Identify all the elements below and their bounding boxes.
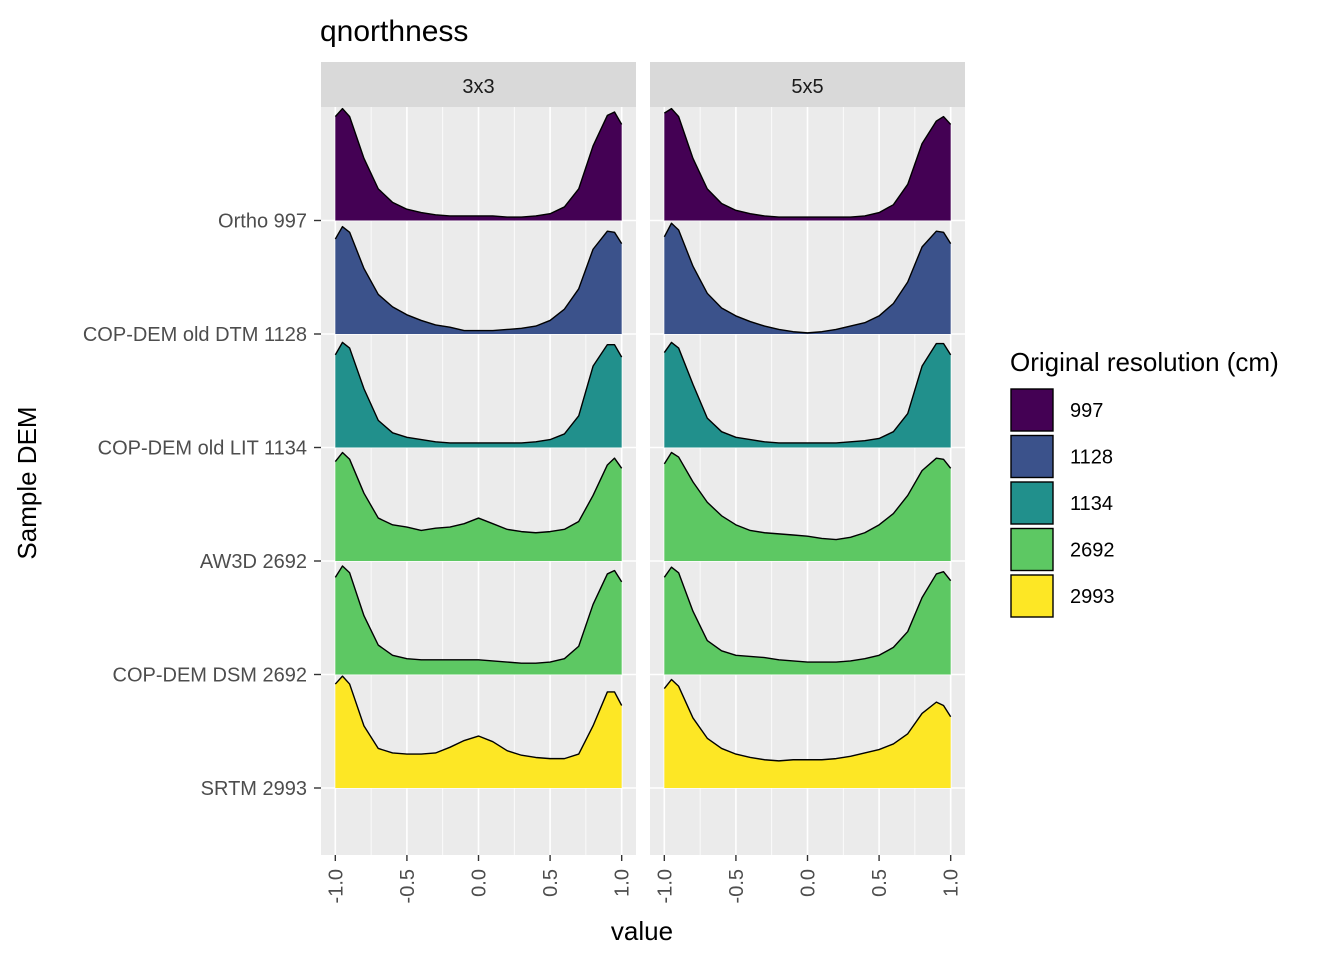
ridge-area [335,226,622,334]
legend-label: 1134 [1070,493,1113,515]
legend-swatch [1010,527,1054,572]
ridge-area [664,679,951,788]
legend-label: 1128 [1070,447,1113,469]
chart-title: qnorthness [320,15,468,48]
ridge-outline [663,341,952,444]
x-tick-label: 0.5 [540,869,562,897]
legend-label: 997 [1070,400,1103,422]
y-axis-title: Sample DEM [12,406,42,559]
y-tick-label: COP-DEM DSM 2692 [113,665,308,687]
x-tick-label: 0.0 [469,869,491,897]
facet-strip [321,62,636,107]
x-tick-label: -1.0 [325,869,347,903]
ridge-outline [334,225,623,332]
ridge-outline [334,451,623,534]
ridge-area [664,452,951,561]
ridge-outline [663,107,952,218]
facet-panel-0: 3x3 -1.0 -0.5 0.0 0.5 1.0 [321,62,636,903]
ridge-outline [663,678,952,762]
x-tick-label: 1.0 [612,869,634,897]
x-tick-label: 0.0 [798,869,820,897]
ridge-outline [334,107,623,218]
legend-title: Original resolution (cm) [1010,347,1279,377]
legend-swatch [1010,388,1054,432]
ridge-area [664,223,951,334]
y-axis-ticks: Ortho 997 COP-DEM old DTM 1128 COP-DEM old… [83,211,321,800]
ridge-outline [663,566,952,663]
ridge-outline [663,222,952,334]
y-tick-label: Ortho 997 [218,211,307,233]
legend-swatch [1010,481,1054,525]
ridge-area [335,452,622,561]
ridge-area [335,108,622,221]
ridge-area [664,108,951,221]
ridge-area [664,342,951,448]
ridge-outline [334,341,623,444]
ridge-area [335,676,622,788]
legend: Original resolution (cm) 997 1128 1134 2692… [1010,347,1279,618]
ridge-outline [334,675,623,760]
y-tick-label: AW3D 2692 [200,551,307,573]
x-tick-label: 0.5 [869,869,891,897]
facet-strip-label: 3x3 [462,76,494,98]
facet-strip-label: 5x5 [791,76,823,98]
facet-strip [650,62,965,107]
y-tick-label: COP-DEM old LIT 1134 [98,438,307,460]
legend-swatch [1010,574,1054,618]
x-tick-label: -1.0 [654,869,676,903]
x-tick-label: -0.5 [726,869,748,903]
x-axis-title: value [611,916,673,946]
ridge-area [664,567,951,675]
x-tick-label: 1.0 [941,869,963,897]
legend-items: 997 1128 1134 2692 2993 [1010,388,1115,618]
ridge-outline [334,565,623,664]
ridge-area [335,342,622,448]
facet-panel-1: 5x5 -1.0 -0.5 0.0 0.5 1.0 [650,62,965,903]
legend-label: 2692 [1070,540,1115,562]
ridge-outline [663,451,952,541]
facet-panels: 3x3 -1.0 -0.5 0.0 0.5 1.0 5x5 -1.0 -0.5 0.0 0.5 1.0 [321,62,965,903]
legend-swatch [1010,434,1054,479]
legend-label: 2993 [1070,586,1115,608]
x-tick-label: -0.5 [397,869,419,903]
y-tick-label: COP-DEM old DTM 1128 [83,324,307,346]
y-tick-label: SRTM 2993 [201,778,307,800]
ridge-area [335,566,622,675]
